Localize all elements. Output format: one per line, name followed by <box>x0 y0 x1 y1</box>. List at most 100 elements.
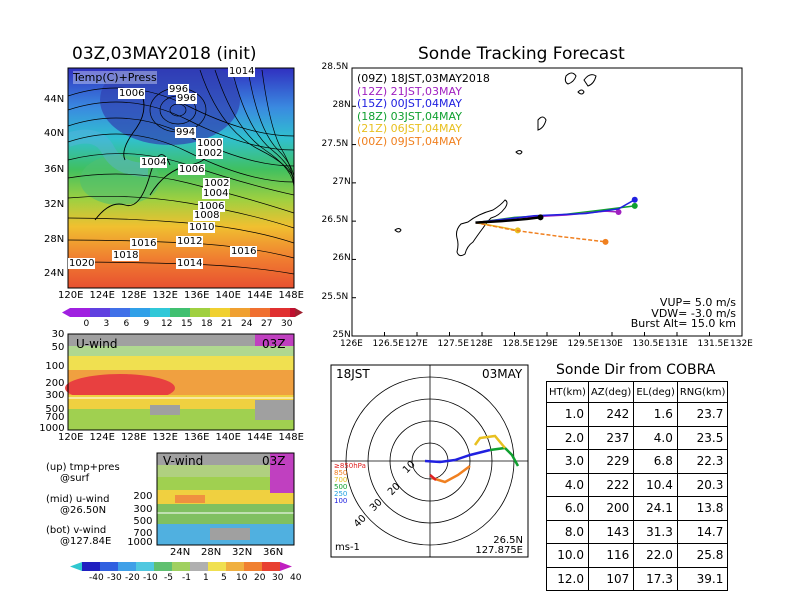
temp-colorbar-label: 6 <box>123 319 130 329</box>
panel-note: @26.50N <box>60 505 107 516</box>
table-cell: 200 <box>587 496 635 521</box>
table-cell: 13.8 <box>676 496 729 521</box>
table-cell: 143 <box>587 519 635 544</box>
table-body: 1.0 242 1.6 23.7 2.0 237 4.0 23.5 3.0 229 6.8 22.3 4… <box>546 402 729 591</box>
table-header-cell: EL(deg) <box>633 381 678 403</box>
table-cell: 25.8 <box>676 543 729 568</box>
track-xtick: 130.5E <box>632 339 664 349</box>
pressure-label: 1006 <box>178 164 206 175</box>
wind-colorbar-label: 1 <box>203 573 209 583</box>
map-xtick: 128E <box>121 290 147 301</box>
map-ytick: 32N <box>44 199 65 210</box>
wind-colorbar-label: -10 <box>143 573 158 583</box>
temp-label: Temp(C)+Press <box>73 71 157 84</box>
track-xtick: 127.5E <box>437 339 469 349</box>
table-cell: 14.7 <box>676 519 729 544</box>
uwind-ytick: 200 <box>45 378 65 389</box>
table-cell: 31.3 <box>633 519 678 544</box>
polar-level-label: 850 <box>334 469 348 477</box>
table-cell: 22.0 <box>633 543 678 568</box>
track-xtick: 126.5E <box>372 339 404 349</box>
pressure-label: 1006 <box>118 88 146 99</box>
vwind-ytick: 1000 <box>127 537 153 548</box>
pressure-label: 994 <box>175 127 197 138</box>
vwind-ytick: 300 <box>133 504 153 515</box>
pressure-label: 1016 <box>230 246 258 257</box>
panel-note: @surf <box>60 473 90 484</box>
uwind-ytick: 500 <box>45 404 65 415</box>
pressure-label: 1002 <box>203 178 231 189</box>
track-line <box>475 199 636 224</box>
temp-colorbar-label: 12 <box>161 319 173 329</box>
polar-level-label: ≥850hPa <box>334 462 366 470</box>
table-cell: 1.0 <box>546 402 589 427</box>
track-xtick: 130E <box>600 339 623 349</box>
table-cell: 116 <box>587 543 635 568</box>
map-xtick: 132E <box>152 290 178 301</box>
table-header-cell: AZ(deg) <box>587 381 635 403</box>
table-header-row: HT(km) AZ(deg) EL(deg) RNG(km) <box>546 381 729 403</box>
uwind-xtick: 148E <box>278 432 304 443</box>
track-xtick: 129E <box>535 339 558 349</box>
panel-note: (up) tmp+pres <box>46 462 120 473</box>
vwind-xtick: 28N <box>201 547 222 558</box>
pressure-label: 1006 <box>198 201 226 212</box>
uwind-xtick: 128E <box>121 432 147 443</box>
pressure-label: 1020 <box>68 258 96 269</box>
track-line <box>475 221 606 243</box>
vwind-time: 03Z <box>262 454 286 468</box>
table-row: 6.0 200 24.1 13.8 <box>546 496 729 521</box>
vwind-ytick: 500 <box>133 516 153 527</box>
init-title: 03Z,03MAY2018 (init) <box>72 44 257 64</box>
table-cell: 23.5 <box>676 425 729 450</box>
temp-colorbar-label: 3 <box>103 319 110 329</box>
track-xtick: 128E <box>470 339 493 349</box>
track-ytick: 26.5N <box>321 215 349 226</box>
wind-colorbar-label: 20 <box>254 573 266 583</box>
wind-colorbar-label: -1 <box>182 573 191 583</box>
sonde-table: HT(km) AZ(deg) EL(deg) RNG(km) 1.0 242 1.6 23.… <box>546 381 729 591</box>
track-ytick: 28N <box>332 100 351 111</box>
panel-note: @127.84E <box>60 536 112 547</box>
track-param: VUP= 5.0 m/s <box>659 296 736 309</box>
table-cell: 10.4 <box>633 472 678 497</box>
pressure-label: 1014 <box>228 66 256 77</box>
uwind-time: 03Z <box>262 337 286 351</box>
wind-colorbar <box>70 562 292 571</box>
wind-colorbar-label: 30 <box>272 573 284 583</box>
wind-colorbar-label: 10 <box>236 573 248 583</box>
legend-entry: (00Z) 09JST,04MAY <box>357 134 462 148</box>
map-ytick: 44N <box>44 94 65 105</box>
wind-colorbar-label: 40 <box>290 573 302 583</box>
table-row: 1.0 242 1.6 23.7 <box>546 402 729 427</box>
table-cell: 23.7 <box>676 402 729 427</box>
map-ytick: 36N <box>44 164 65 175</box>
pressure-label: 1018 <box>112 250 140 261</box>
table-row: 10.0 116 22.0 25.8 <box>546 543 729 568</box>
pressure-label: 1016 <box>130 238 158 249</box>
uwind-xtick: 136E <box>184 432 210 443</box>
legend-entry: (15Z) 00JST,04MAY <box>357 97 462 110</box>
track-xtick: 132E <box>730 339 753 349</box>
polar-lat: 26.5N <box>493 535 523 546</box>
table-cell: 4.0 <box>633 425 678 450</box>
track-xtick: 126E <box>340 339 363 349</box>
legend-entry: (09Z) 18JST,03MAY2018 <box>357 72 490 85</box>
track-title: Sonde Tracking Forecast <box>418 44 625 64</box>
uwind-xtick: 120E <box>58 432 84 443</box>
panel-note: (bot) v-wind <box>46 525 107 536</box>
temp-colorbar-label: 15 <box>181 319 193 329</box>
track-xtick: 131E <box>665 339 688 349</box>
table-cell: 4.0 <box>546 472 589 497</box>
pressure-label: 1000 <box>196 138 224 149</box>
vwind-ytick: 700 <box>133 528 153 539</box>
temp-colorbar-label: 24 <box>241 319 253 329</box>
table-cell: 20.3 <box>676 472 729 497</box>
temp-colorbar-label: 0 <box>83 319 90 329</box>
wind-colorbar-label: -40 <box>89 573 104 583</box>
track-param: Burst Alt= 15.0 km <box>630 317 736 330</box>
map-xtick: 144E <box>247 290 273 301</box>
pressure-label: 1008 <box>193 210 221 221</box>
pressure-label: 996 <box>168 84 190 95</box>
